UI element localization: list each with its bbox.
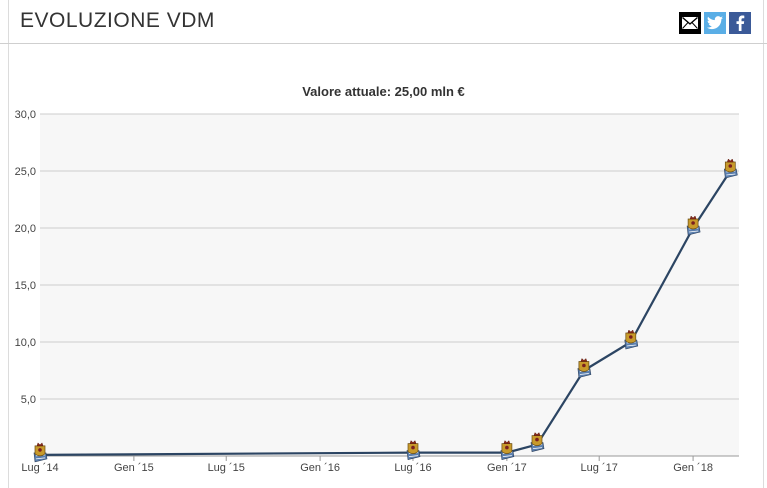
data-point-crest-icon[interactable]: [686, 215, 701, 236]
x-tick-label: Lug ´17: [581, 462, 618, 474]
x-tick-label: Gen ´15: [114, 462, 154, 474]
email-icon: [682, 17, 698, 29]
data-point-crest-icon[interactable]: [624, 329, 639, 350]
twitter-icon: [707, 16, 723, 30]
gridlines: [40, 113, 739, 457]
data-point-crest-icon[interactable]: [723, 158, 738, 179]
x-tick-label: Gen ´17: [487, 462, 527, 474]
y-tick-label: 20,0: [15, 223, 36, 235]
data-point-crest-icon[interactable]: [406, 440, 421, 460]
chart-title: Valore attuale: 25,00 mln €: [302, 84, 465, 99]
data-point-crest-icon[interactable]: [33, 442, 48, 463]
data-point-crest-icon[interactable]: [577, 358, 592, 378]
series-line: [39, 170, 732, 456]
x-tick-label: Gen ´18: [673, 462, 713, 474]
y-tick-label: 15,0: [15, 280, 36, 292]
email-share-button[interactable]: [679, 12, 701, 34]
y-tick-label: 10,0: [15, 337, 36, 349]
data-point-crest-icon[interactable]: [500, 440, 515, 460]
panel-title: EVOLUZIONE VDM: [20, 9, 215, 32]
y-tick-label: 5,0: [21, 394, 36, 406]
x-tick-label: Lug ´15: [208, 462, 245, 474]
x-axis: Lug ´14 Gen ´15 Lug ´15 Gen ´16 Lug ´16 Gen ´…: [21, 456, 713, 474]
data-points: [33, 158, 738, 463]
panel-frame: [8, 0, 764, 488]
y-tick-label: 25,0: [15, 166, 36, 178]
data-point-crest-icon[interactable]: [530, 432, 545, 452]
x-tick-label: Gen ´16: [300, 462, 340, 474]
x-tick-label: Lug ´16: [394, 462, 431, 474]
panel-header: EVOLUZIONE VDM: [0, 0, 767, 44]
y-tick-label: 30,0: [15, 109, 36, 121]
twitter-share-button[interactable]: [704, 12, 726, 34]
series-line-group: [39, 170, 732, 456]
y-axis: 5,0 10,0 15,0 20,0 25,0 30,0: [15, 109, 36, 406]
facebook-icon: [736, 15, 745, 31]
x-tick-label: Lug ´14: [21, 462, 58, 474]
facebook-share-button[interactable]: [729, 12, 751, 34]
